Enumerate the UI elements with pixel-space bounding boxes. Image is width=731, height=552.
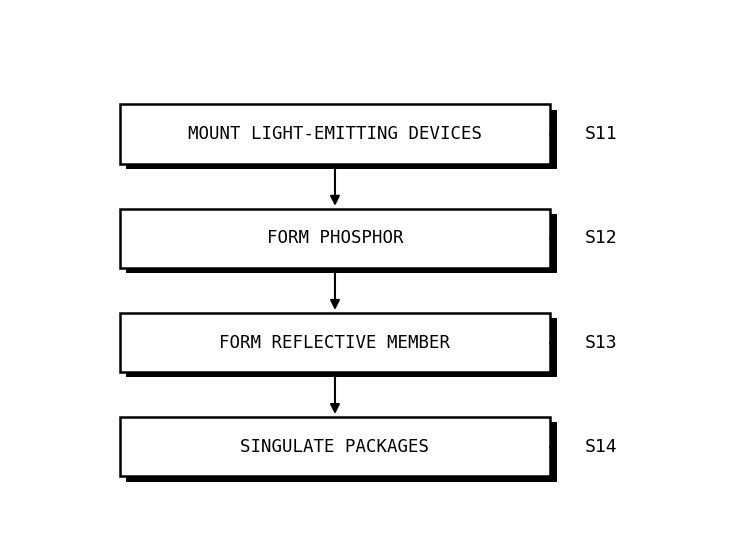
Bar — [550, 318, 557, 378]
Text: FORM REFLECTIVE MEMBER: FORM REFLECTIVE MEMBER — [219, 333, 450, 352]
Text: S13: S13 — [584, 333, 617, 352]
Bar — [550, 214, 557, 273]
Text: S11: S11 — [584, 125, 617, 144]
Bar — [120, 104, 550, 164]
Bar — [120, 417, 550, 476]
Text: FORM PHOSPHOR: FORM PHOSPHOR — [267, 230, 404, 247]
Bar — [126, 164, 557, 169]
Text: S14: S14 — [584, 438, 617, 455]
Bar — [120, 209, 550, 268]
Bar — [550, 422, 557, 481]
Bar — [126, 268, 557, 273]
Bar — [126, 372, 557, 378]
Bar — [550, 110, 557, 169]
Text: S12: S12 — [584, 230, 617, 247]
Text: MOUNT LIGHT-EMITTING DEVICES: MOUNT LIGHT-EMITTING DEVICES — [188, 125, 482, 144]
Bar — [126, 476, 557, 481]
Bar — [120, 313, 550, 372]
Text: SINGULATE PACKAGES: SINGULATE PACKAGES — [240, 438, 430, 455]
